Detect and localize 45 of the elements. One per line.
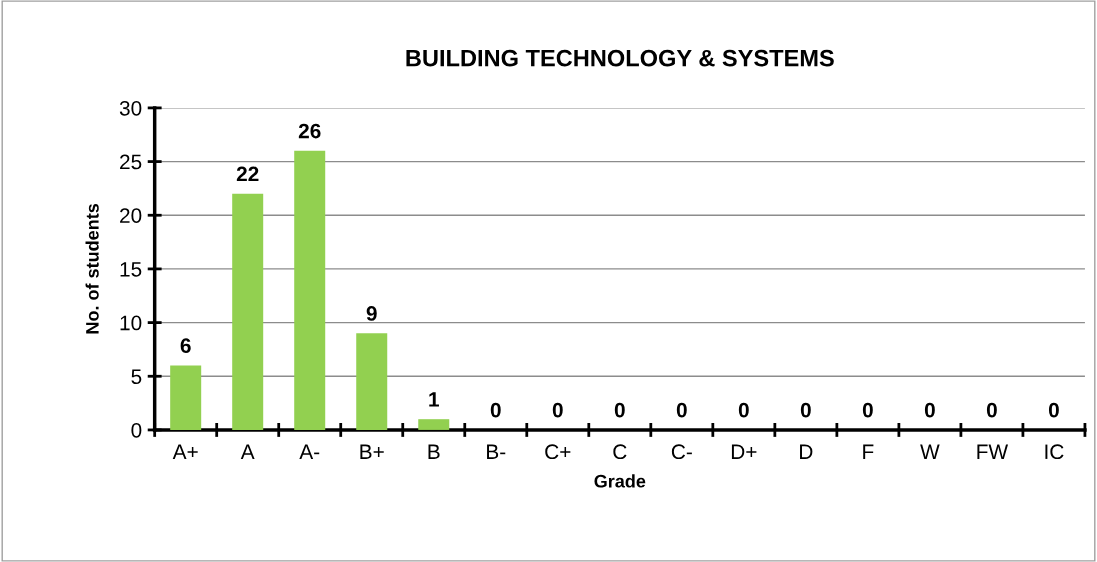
y-tick-label: 10: [120, 315, 142, 331]
data-label: 6: [180, 338, 191, 354]
y-tick-label: 20: [120, 208, 142, 223]
data-label: 0: [924, 402, 935, 418]
data-label: 0: [1048, 402, 1059, 418]
x-tick-label: IC: [1045, 444, 1064, 460]
data-label: 26: [298, 123, 321, 139]
data-label: 0: [490, 402, 501, 418]
bar: [232, 193, 264, 430]
bar: [418, 419, 450, 430]
data-label: 0: [614, 402, 625, 418]
x-tick-label: A: [240, 444, 255, 459]
data-label: 0: [676, 402, 687, 418]
x-tick-label: D+: [731, 444, 757, 459]
y-axis-title: No. of students: [85, 203, 99, 334]
data-label: 22: [236, 166, 259, 182]
bar: [170, 365, 202, 430]
data-label: 0: [738, 402, 749, 418]
x-tick-label: C: [613, 444, 627, 460]
x-tick-label: FW: [977, 444, 1009, 459]
y-tick-label: 25: [120, 154, 142, 170]
x-tick-label: B: [428, 444, 440, 459]
data-label: 0: [862, 402, 873, 418]
chart-title: BUILDING TECHNOLOGY & SYSTEMS: [406, 49, 834, 67]
x-tick-label: B+: [360, 444, 384, 459]
data-label: 9: [366, 306, 377, 321]
bar: [294, 150, 326, 430]
y-tick-label: 30: [119, 100, 142, 116]
x-tick-label: B-: [487, 444, 506, 459]
x-tick-label: C+: [545, 444, 571, 460]
x-tick-label: A+: [172, 444, 198, 459]
data-label: 0: [986, 402, 997, 418]
y-tick-label: 5: [131, 369, 142, 385]
x-tick-label: C-: [671, 444, 692, 460]
y-tick-label: 0: [131, 422, 142, 438]
data-label: 0: [552, 402, 563, 418]
x-tick-label: F: [863, 444, 874, 459]
data-label: 0: [800, 402, 811, 418]
data-label: 1: [429, 392, 439, 407]
y-tick-label: 15: [120, 262, 142, 277]
x-tick-label: W: [920, 444, 940, 459]
x-axis-title: Grade: [594, 474, 646, 488]
bar: [356, 333, 388, 430]
x-tick-label: A-: [299, 444, 320, 459]
x-tick-label: D: [800, 444, 813, 459]
